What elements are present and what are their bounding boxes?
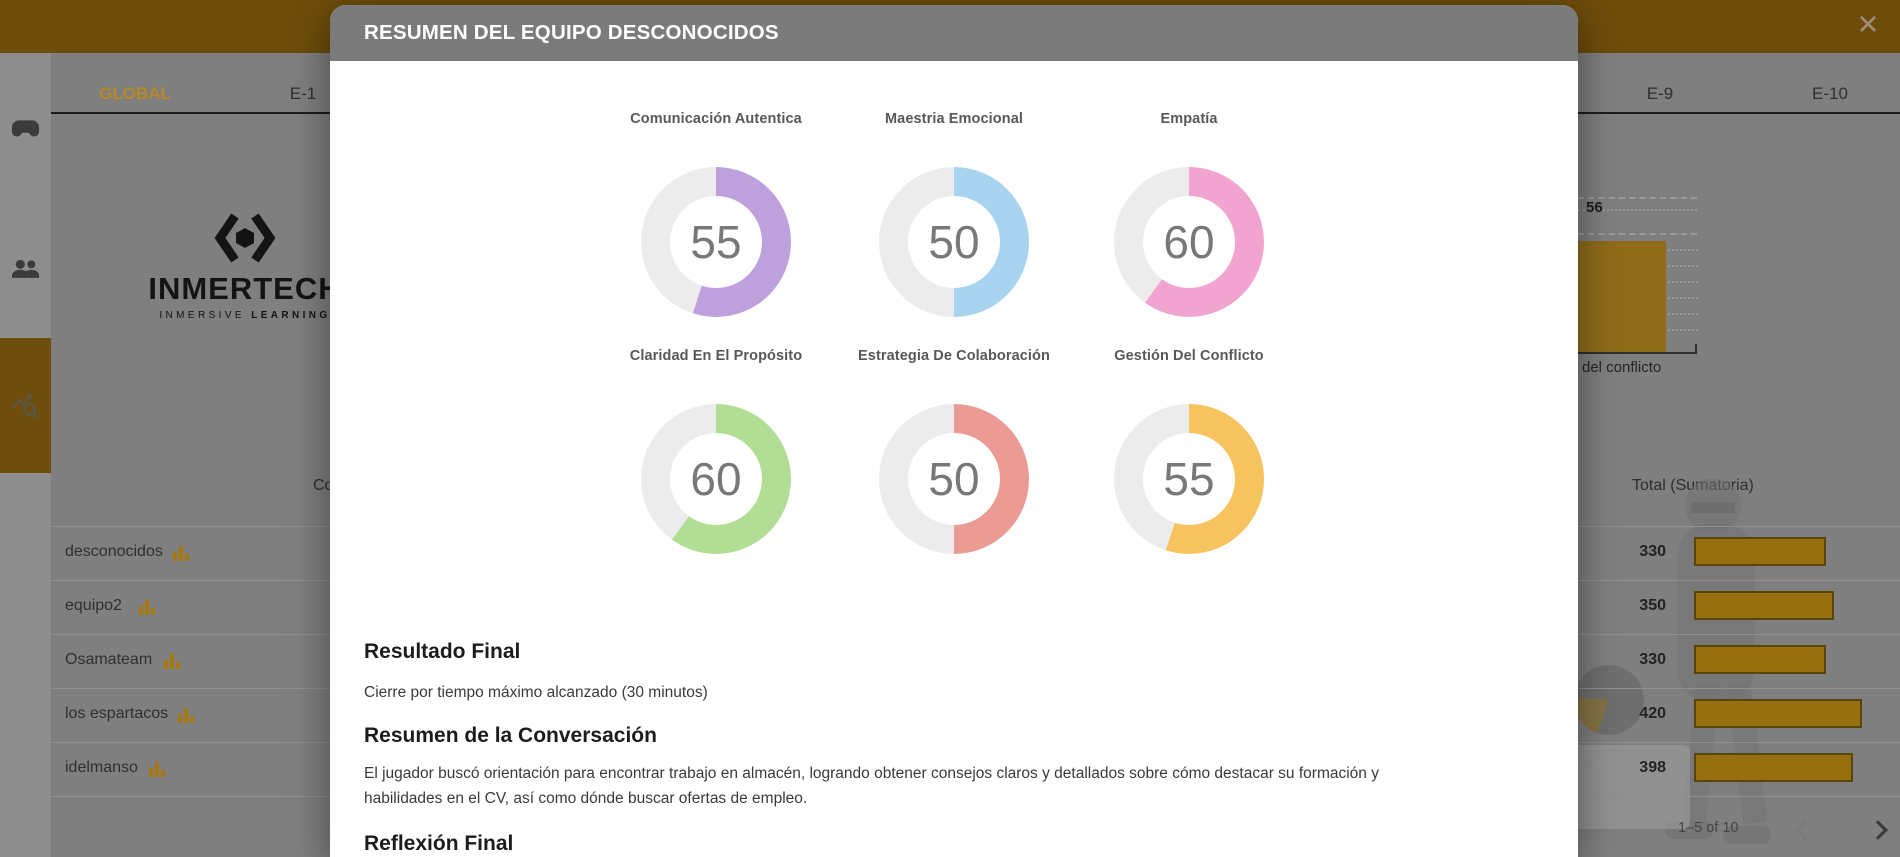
watermark-dot <box>1583 759 1593 769</box>
mini-chart-axis-tick <box>1695 344 1697 353</box>
modal-header: RESUMEN DEL EQUIPO DESCONOCIDOS <box>330 5 1578 61</box>
bar-chart-icon[interactable] <box>139 599 155 615</box>
metric-label: Claridad En El Propósito <box>629 348 803 364</box>
metric-maestria-emocional: Maestria Emocional 50 <box>834 111 1074 317</box>
mini-chart-label: del conflicto <box>1582 359 1662 376</box>
team-total: 398 <box>1639 759 1666 776</box>
chevron-right-icon[interactable] <box>1868 820 1888 840</box>
metric-label: Comunicación Autentica <box>630 111 802 127</box>
team-total-bar <box>1694 753 1854 782</box>
section-heading-reflexion-final: Reflexión Final <box>364 832 514 855</box>
donut-chart: 50 <box>879 404 1029 554</box>
tab-e9[interactable]: E-9 <box>1646 84 1674 103</box>
mini-chart-axis <box>1578 352 1697 354</box>
metric-value: 60 <box>690 453 742 505</box>
metric-estrategia-colaboracion: Estrategia De Colaboración 50 <box>834 348 1074 554</box>
sidebar-item-analytics-selected[interactable] <box>0 338 51 473</box>
mini-chart-bar <box>1578 241 1666 353</box>
metric-value: 50 <box>928 216 980 268</box>
mini-chart-value: 56 <box>1586 199 1603 216</box>
metric-empatia: Empatía 60 <box>1069 111 1309 317</box>
metric-label: Gestión Del Conflicto <box>1114 348 1264 364</box>
section-body-resultado-final: Cierre por tiempo máximo alcanzado (30 m… <box>364 684 708 701</box>
team-total: 420 <box>1639 705 1666 722</box>
donut-chart: 50 <box>879 167 1029 317</box>
gamepad-icon[interactable] <box>10 112 41 143</box>
team-total: 350 <box>1639 597 1666 614</box>
donut-chart: 55 <box>1114 404 1264 554</box>
metric-label: Estrategia De Colaboración <box>858 348 1050 364</box>
gridline <box>1578 197 1697 199</box>
team-name: equipo2 <box>65 597 122 614</box>
team-total-bar <box>1694 537 1826 566</box>
metric-value: 50 <box>928 453 980 505</box>
gridline <box>1578 233 1697 235</box>
metric-label: Maestria Emocional <box>885 111 1023 127</box>
team-total: 330 <box>1639 651 1666 668</box>
brand-tagline: INMERSIVE LEARNING <box>159 310 331 321</box>
donut-chart: 60 <box>641 404 791 554</box>
team-total-bar <box>1694 591 1834 620</box>
section-heading-resumen-conversacion: Resumen de la Conversación <box>364 724 657 747</box>
team-summary-modal: RESUMEN DEL EQUIPO DESCONOCIDOS Comunica… <box>330 5 1578 857</box>
tab-global[interactable]: GLOBAL <box>99 84 171 103</box>
tab-e1[interactable]: E-1 <box>289 84 317 103</box>
brand-logo: INMERTECH INMERSIVE LEARNING <box>110 211 380 321</box>
modal-title: RESUMEN DEL EQUIPO DESCONOCIDOS <box>364 21 779 44</box>
metric-gestion-conflicto: Gestión Del Conflicto 55 <box>1069 348 1309 554</box>
watermark-card <box>1572 745 1690 829</box>
donut-chart: 60 <box>1114 167 1264 317</box>
metric-claridad-proposito: Claridad En El Propósito 60 <box>596 348 836 554</box>
metric-value: 55 <box>1163 453 1215 505</box>
watermark-figure-visor <box>1691 502 1735 513</box>
sidebar <box>0 53 51 857</box>
close-icon[interactable]: × <box>1848 2 1888 46</box>
metric-comunicacion-autentica: Comunicación Autentica 55 <box>596 111 836 317</box>
team-name: desconocidos <box>65 543 163 560</box>
pagination-range: 1–5 of 10 <box>1678 820 1739 836</box>
section-heading-resultado-final: Resultado Final <box>364 640 521 663</box>
bar-chart-icon[interactable] <box>173 545 189 561</box>
bar-chart-icon[interactable] <box>164 653 180 669</box>
metric-value: 60 <box>1163 216 1215 268</box>
bar-chart-icon[interactable] <box>149 761 165 777</box>
donut-chart: 55 <box>641 167 791 317</box>
metric-label: Empatía <box>1160 111 1218 127</box>
chevron-left-icon[interactable] <box>1795 820 1815 840</box>
people-icon[interactable] <box>10 254 41 285</box>
team-name: los espartacos <box>65 705 169 722</box>
pagination: 1–5 of 10 <box>1631 813 1891 847</box>
gridline <box>1578 209 1697 211</box>
team-name: Osamateam <box>65 651 153 668</box>
team-total: 330 <box>1639 543 1666 560</box>
watermark-figure-foot <box>1723 826 1771 844</box>
team-total-bar <box>1694 645 1826 674</box>
watermark-pie <box>1574 665 1644 735</box>
tab-e10[interactable]: E-10 <box>1812 84 1848 103</box>
team-name: idelmanso <box>65 759 138 776</box>
brand-logo-icon <box>214 213 276 263</box>
brand-name: INMERTECH <box>148 271 342 306</box>
mini-bar-chart: 56 del conflicto <box>51 53 1900 376</box>
bar-chart-icon[interactable] <box>178 707 194 723</box>
metric-value: 55 <box>690 216 742 268</box>
section-body-resumen-conversacion: El jugador buscó orientación para encont… <box>364 765 1379 807</box>
analytics-search-icon <box>10 390 41 421</box>
column-header-partial: Co <box>313 477 334 494</box>
team-total-bar <box>1694 699 1862 728</box>
